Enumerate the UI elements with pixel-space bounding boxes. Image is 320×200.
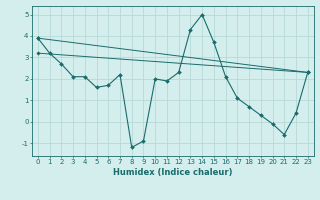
- X-axis label: Humidex (Indice chaleur): Humidex (Indice chaleur): [113, 168, 233, 177]
